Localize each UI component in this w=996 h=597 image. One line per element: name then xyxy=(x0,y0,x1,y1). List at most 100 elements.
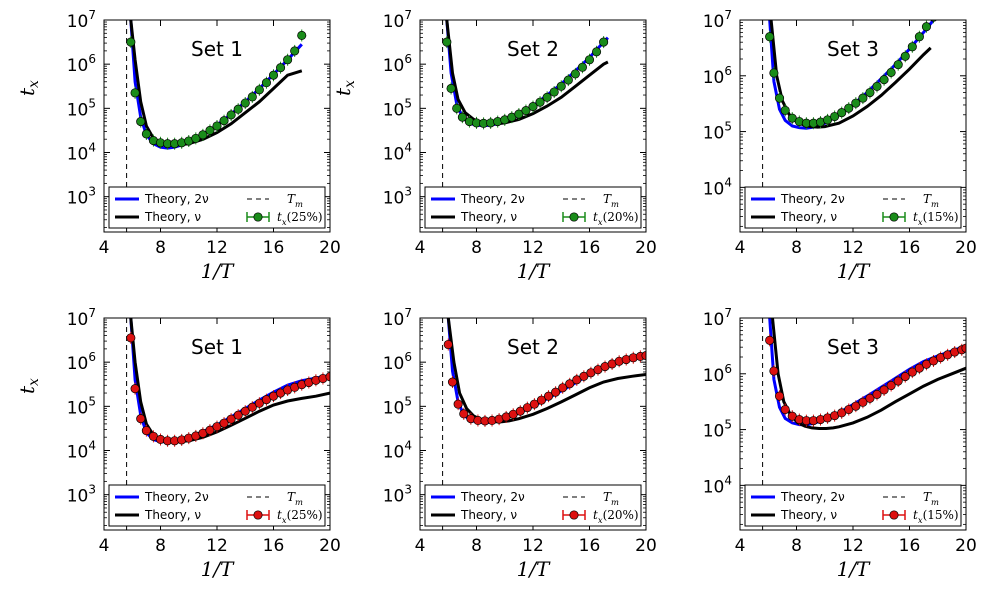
y-tick-label: 103 xyxy=(67,185,96,209)
plot-area xyxy=(762,318,966,530)
set-title: Set 3 xyxy=(827,37,879,61)
y-tick-label: 105 xyxy=(703,120,732,144)
x-tick-label: 8 xyxy=(471,536,482,556)
legend-label-measured: tx(15%) xyxy=(913,210,959,227)
x-tick-label: 20 xyxy=(635,536,657,556)
data-point xyxy=(452,103,462,113)
panel-5: 103 104 105 106 107 4 8 12 16 20 Set 2 1/T Theory, 2… xyxy=(383,306,657,581)
data-point xyxy=(442,37,452,47)
legend-label-nu: Theory, ν xyxy=(780,210,837,224)
data-point xyxy=(543,391,554,401)
x-tick-label: 16 xyxy=(899,238,921,258)
y-axis-label: tx xyxy=(331,80,358,96)
data-point xyxy=(780,404,790,415)
set-title: Set 2 xyxy=(507,335,559,359)
data-point xyxy=(774,93,785,103)
data-point xyxy=(556,81,566,91)
legend-label-2nu: Theory, 2ν xyxy=(780,490,845,504)
axes-frame xyxy=(739,317,967,531)
data-point xyxy=(126,333,136,343)
x-tick-label: 4 xyxy=(735,536,746,556)
x-tick-label: 4 xyxy=(99,536,110,556)
x-tick-label: 20 xyxy=(319,238,341,258)
legend-label-nu: Theory, ν xyxy=(144,508,201,522)
x-tick-label: 20 xyxy=(955,238,977,258)
x-tick-label: 12 xyxy=(206,238,228,258)
y-axis-label-group: tx xyxy=(15,378,42,394)
data-point xyxy=(212,121,222,131)
data-point xyxy=(872,389,882,399)
data-point xyxy=(283,55,293,65)
legend-label-tm: Tm xyxy=(923,490,939,507)
y-tick-label: 107 xyxy=(67,306,96,330)
legend-swatch-marker xyxy=(889,212,899,222)
data-point xyxy=(205,125,215,135)
data-point xyxy=(907,42,917,52)
legend-label-tm: Tm xyxy=(603,490,619,507)
set-title: Set 1 xyxy=(191,37,243,61)
y-tick-label: 103 xyxy=(383,185,412,209)
panel-1: 103 104 105 106 107 4 8 12 16 20 Set 1 1/T tx Theory,… xyxy=(15,8,341,283)
x-tick-label: 8 xyxy=(155,536,166,556)
legend-box xyxy=(744,484,962,527)
y-tick-label: 106 xyxy=(703,64,732,88)
x-tick-label: 20 xyxy=(955,536,977,556)
data-point xyxy=(830,111,840,122)
data-point xyxy=(765,32,775,42)
plot-area xyxy=(442,318,646,530)
data-point xyxy=(886,380,896,391)
x-tick-label: 16 xyxy=(579,536,601,556)
x-tick-label: 12 xyxy=(522,536,544,556)
legend-label-2nu: Theory, 2ν xyxy=(144,490,209,504)
data-point xyxy=(240,98,250,108)
legend-label-2nu: Theory, 2ν xyxy=(144,192,209,206)
legend-box xyxy=(108,484,326,527)
x-tick-label: 4 xyxy=(735,238,746,258)
data-point xyxy=(136,414,146,424)
data-point xyxy=(126,37,136,47)
data-point xyxy=(130,88,140,98)
axes-frame xyxy=(419,19,647,233)
legend-label-tm: Tm xyxy=(287,192,303,209)
data-point xyxy=(769,366,779,376)
data-point xyxy=(247,402,257,412)
data-point xyxy=(858,397,868,407)
y-tick-label: 106 xyxy=(383,52,412,76)
data-point xyxy=(268,70,279,80)
x-axis-label: 1/T xyxy=(201,259,235,283)
data-point xyxy=(247,92,257,102)
data-point xyxy=(780,105,790,115)
x-tick-label: 4 xyxy=(99,238,110,258)
data-point xyxy=(900,372,910,382)
y-tick-label: 107 xyxy=(703,306,732,330)
data-point xyxy=(769,68,779,78)
x-tick-label: 16 xyxy=(899,536,921,556)
data-point xyxy=(226,110,236,120)
legend-label-tm: Tm xyxy=(287,490,303,507)
y-axis-label: tx xyxy=(15,80,42,96)
legend-label-measured: tx(25%) xyxy=(277,210,323,227)
panel-4: 103 104 105 106 107 4 8 12 16 20 Set 1 1/T tx Theory,… xyxy=(15,306,341,581)
legend-box xyxy=(744,186,962,229)
y-tick-label: 106 xyxy=(67,52,96,76)
data-point xyxy=(521,105,531,116)
data-point xyxy=(879,75,889,85)
data-point xyxy=(141,129,151,139)
data-point xyxy=(529,399,539,409)
x-axis-label: 1/T xyxy=(517,557,551,581)
x-tick-label: 12 xyxy=(842,238,864,258)
x-tick-label: 8 xyxy=(791,536,802,556)
data-point xyxy=(914,32,924,42)
data-point xyxy=(565,379,575,389)
x-tick-label: 8 xyxy=(791,238,802,258)
data-point xyxy=(219,418,229,428)
data-point xyxy=(774,391,785,401)
legend-label-nu: Theory, ν xyxy=(780,508,837,522)
y-tick-label: 104 xyxy=(67,141,96,165)
data-point xyxy=(577,62,587,72)
legend-label-2nu: Theory, 2ν xyxy=(460,490,525,504)
x-tick-label: 20 xyxy=(319,536,341,556)
